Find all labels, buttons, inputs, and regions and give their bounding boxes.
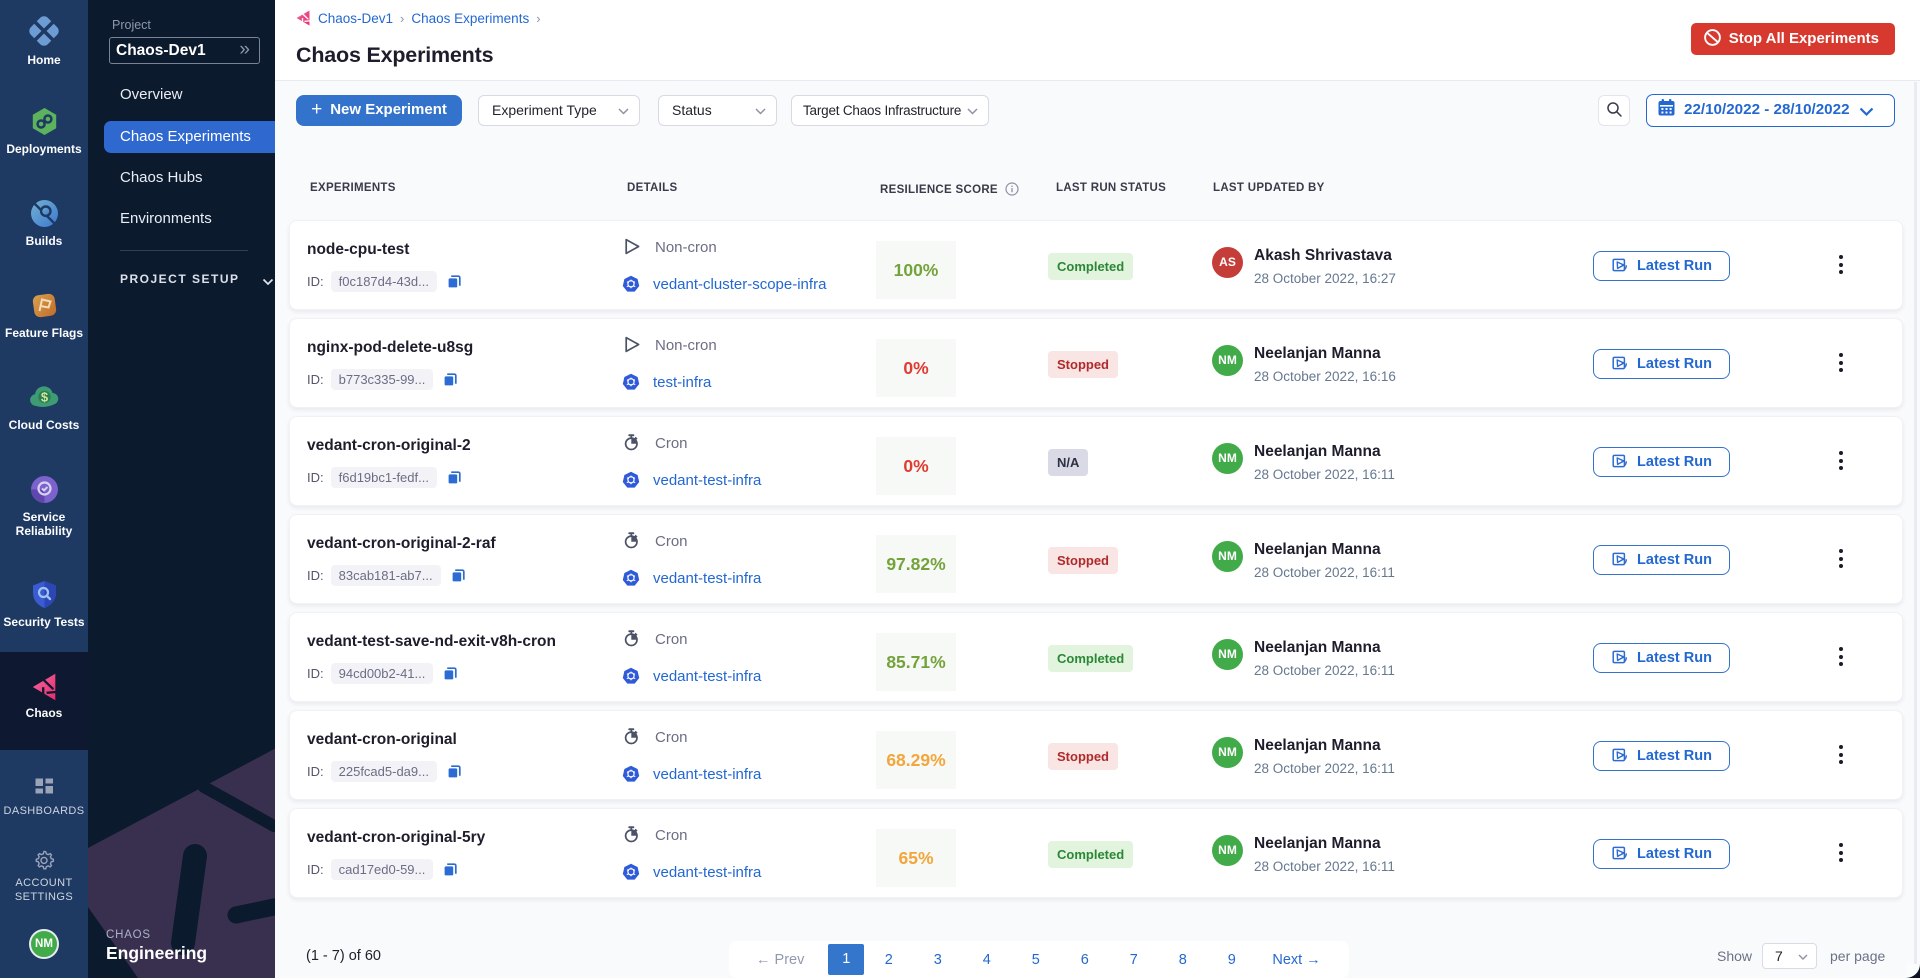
svg-text:$: $ — [40, 390, 48, 405]
